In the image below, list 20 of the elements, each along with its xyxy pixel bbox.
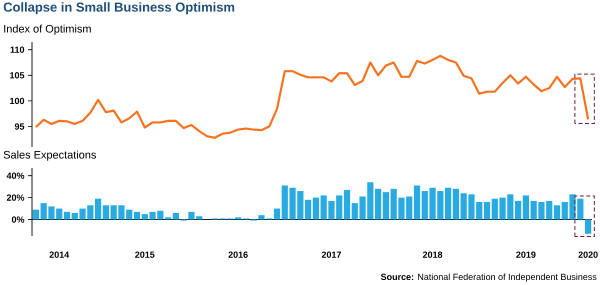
y-tick-label: 110: [10, 46, 24, 53]
x-tick-label: 2015: [135, 252, 154, 258]
x-tick-label: 2017: [322, 252, 342, 258]
bar: [172, 212, 180, 220]
y-tick-label: 105: [10, 72, 24, 78]
y-tick-label: 100: [10, 98, 24, 104]
text: Source: National Federation of Independent Business: [380, 273, 596, 282]
y-tick-label: 40%: [6, 172, 24, 179]
y-axis-title: Sales Expectations: [4, 150, 96, 161]
x-tick-label: 2018: [422, 252, 442, 258]
chart-title: Collapse in Small Business Optimism: [4, 2, 234, 14]
y-axis-title: Index of Optimism: [4, 24, 91, 35]
y-tick-label: 0%: [12, 216, 24, 223]
x-tick-label: 2019: [516, 252, 536, 258]
x-tick-label: 2020: [578, 252, 598, 258]
y-tick-label: 20%: [6, 194, 24, 201]
x-tick-label: 2014: [50, 252, 70, 258]
x-tick-label: 2016: [228, 252, 248, 258]
y-tick-label: 95: [14, 123, 24, 130]
bar: [585, 220, 592, 234]
